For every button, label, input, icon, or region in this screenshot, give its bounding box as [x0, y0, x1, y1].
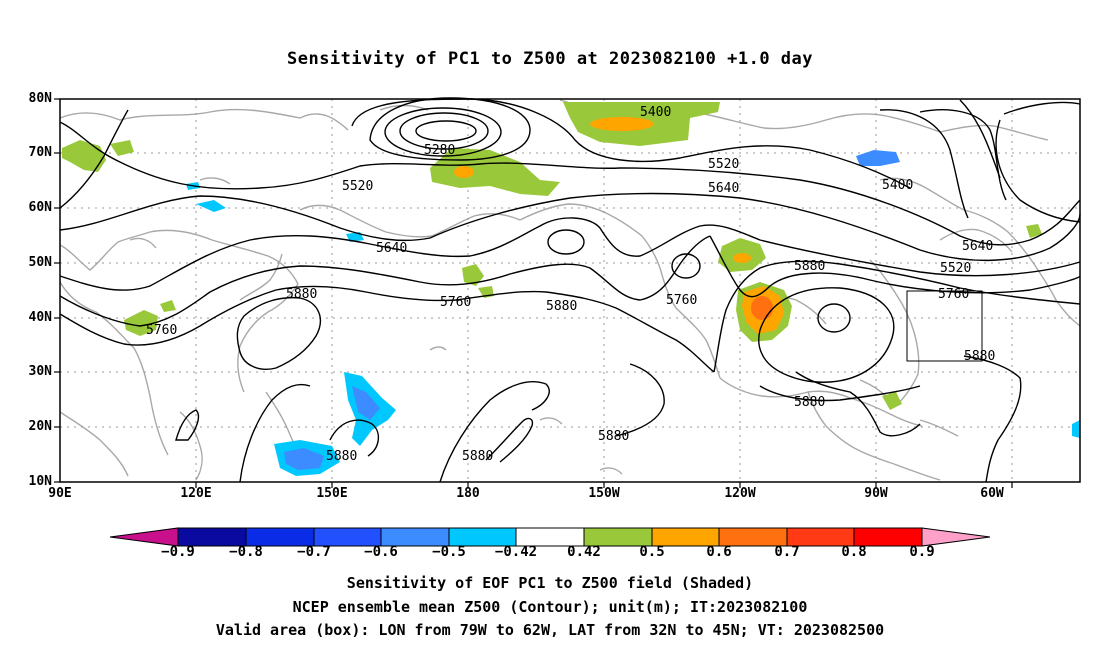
contour-label: 5880	[794, 259, 825, 274]
footer-line-2: NCEP ensemble mean Z500 (Contour); unit(…	[292, 598, 808, 616]
contour-label: 5880	[794, 395, 825, 410]
contour-label: 5400	[882, 178, 913, 193]
y-axis-label: 30N	[28, 364, 52, 379]
map-title: Sensitivity of PC1 to Z500 at 2023082100…	[286, 49, 813, 69]
contour-label: 5880	[326, 449, 357, 464]
contour-label: 5880	[462, 449, 493, 464]
contour-label: 5760	[146, 323, 177, 338]
colorbar-tick-label: −0.42	[494, 544, 538, 560]
y-axis-label: 70N	[28, 145, 52, 160]
gridlines	[60, 99, 1080, 482]
footer-line-1: Sensitivity of EOF PC1 to Z500 field (Sh…	[346, 574, 754, 592]
colorbar-tick-label: −0.5	[432, 544, 466, 560]
y-axis-label: 10N	[28, 474, 52, 489]
y-axis-label: 80N	[28, 91, 52, 106]
contour-labels: 5400 5280 5520 5640 5400 5520 5640 5760 …	[146, 105, 995, 464]
x-axis-label: 90E	[48, 486, 72, 501]
colorbar-tick-label: 0.42	[567, 544, 601, 560]
y-axis-label: 40N	[28, 310, 52, 325]
contour-label: 5280	[424, 143, 455, 158]
contour-label: 5640	[962, 239, 993, 254]
x-axis-label: 90W	[864, 486, 888, 501]
colorbar-tick-label: 0.8	[841, 544, 867, 560]
contour-label: 5520	[708, 157, 739, 172]
colorbar-tick-label: 0.5	[639, 544, 665, 560]
x-axis-label: 150E	[316, 486, 348, 501]
colorbar-tick-label: −0.9	[161, 544, 195, 560]
contour-label: 5760	[938, 287, 969, 302]
contour-label: 5640	[376, 241, 407, 256]
x-axis-label: 180	[456, 486, 480, 501]
colorbar-tick-label: −0.6	[364, 544, 398, 560]
colorbar-tick-label: −0.8	[229, 544, 263, 560]
colorbar	[109, 527, 991, 547]
contour-label: 5640	[708, 181, 739, 196]
colorbar-segment	[921, 527, 991, 547]
y-axis-label: 60N	[28, 200, 52, 215]
footer-line-3: Valid area (box): LON from 79W to 62W, L…	[215, 621, 885, 639]
colorbar-tick-label: 0.6	[706, 544, 732, 560]
colorbar-tick-label: 0.7	[774, 544, 800, 560]
valid-area-box	[906, 290, 983, 362]
plot-frame	[59, 98, 1081, 483]
x-axis-label: 60W	[980, 486, 1004, 501]
contour-label: 5760	[666, 293, 697, 308]
coastlines	[59, 99, 1081, 481]
contour-label: 5760	[440, 295, 471, 310]
contour-label: 5880	[964, 349, 995, 364]
z500-contours	[59, 97, 1081, 483]
colorbar-tick-label: 0.9	[909, 544, 935, 560]
x-axis-label: 120E	[180, 486, 212, 501]
axis-ticks	[54, 98, 1013, 488]
contour-label: 5880	[286, 287, 317, 302]
x-axis-label: 120W	[724, 486, 756, 501]
colorbar-tick-label: −0.7	[297, 544, 331, 560]
y-axis-label: 20N	[28, 419, 52, 434]
x-axis-label: 150W	[588, 486, 620, 501]
contour-label: 5520	[342, 179, 373, 194]
y-axis-label: 50N	[28, 255, 52, 270]
contour-label: 5880	[546, 299, 577, 314]
contour-label: 5520	[940, 261, 971, 276]
contour-label: 5880	[598, 429, 629, 444]
contour-label: 5400	[640, 105, 671, 120]
